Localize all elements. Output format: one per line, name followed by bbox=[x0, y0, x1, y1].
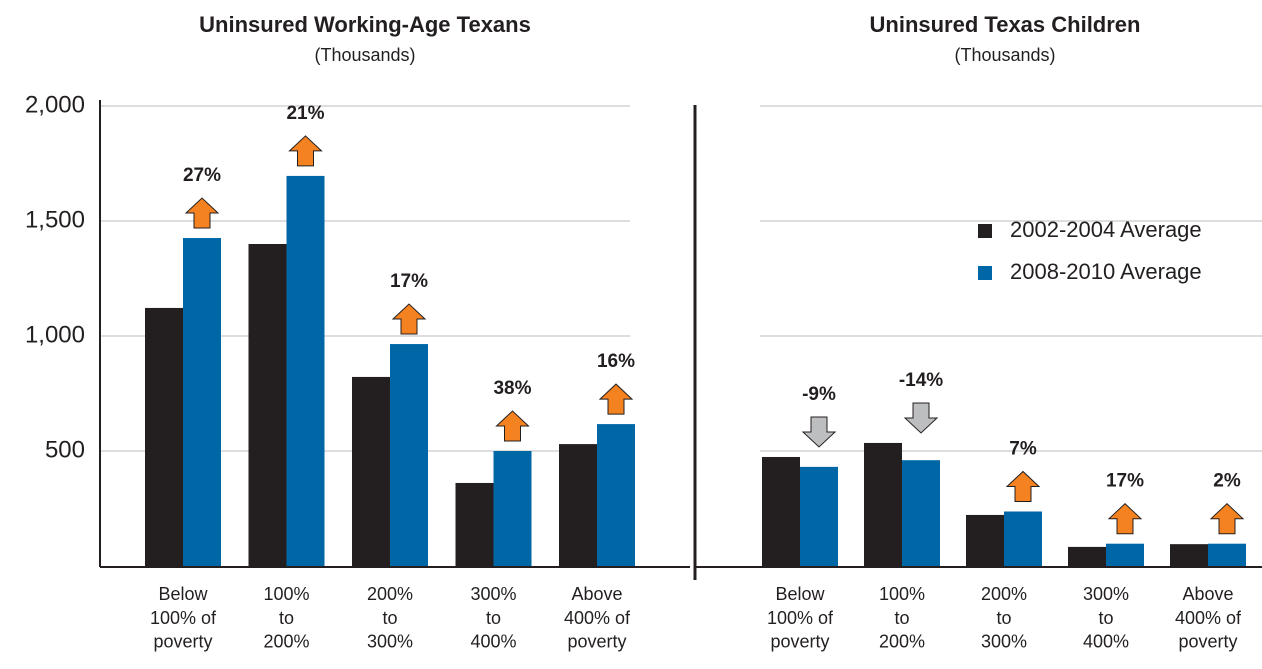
bar bbox=[1170, 544, 1208, 566]
down-arrow bbox=[801, 416, 837, 448]
chart-subtitle: (Thousands) bbox=[954, 45, 1055, 65]
chart-subtitle: (Thousands) bbox=[314, 45, 415, 65]
bar bbox=[966, 514, 1004, 566]
change-label: -14% bbox=[899, 370, 943, 391]
bar bbox=[1004, 511, 1042, 566]
change-label: 38% bbox=[493, 378, 531, 399]
y-tick-label: 2,000 bbox=[25, 91, 85, 118]
bar bbox=[145, 307, 183, 566]
x-tick-label: 100% to 200% bbox=[879, 584, 925, 652]
bar bbox=[352, 376, 390, 566]
bar bbox=[248, 244, 287, 566]
bar bbox=[455, 482, 494, 566]
up-arrow bbox=[1107, 503, 1143, 535]
bar bbox=[1068, 546, 1106, 566]
x-tick-label: Above 400% of poverty bbox=[1175, 584, 1242, 652]
chart-title: Uninsured Texas Children bbox=[870, 12, 1141, 37]
x-tick-label: Below 100% of poverty bbox=[767, 584, 834, 652]
x-tick-label: Below 100% of poverty bbox=[150, 584, 217, 652]
legend-swatch bbox=[978, 224, 992, 238]
x-tick-label: 300% to 400% bbox=[470, 584, 516, 652]
up-arrow bbox=[391, 303, 427, 335]
bar bbox=[559, 444, 597, 566]
x-tick-label: 100% to 200% bbox=[263, 584, 309, 652]
bar bbox=[800, 466, 838, 566]
bar bbox=[286, 175, 325, 567]
change-label: 16% bbox=[597, 351, 635, 372]
x-tick-label: 300% to 400% bbox=[1083, 584, 1129, 652]
bar bbox=[597, 424, 635, 566]
legend-swatch bbox=[978, 266, 992, 280]
bar bbox=[1106, 543, 1144, 566]
bar bbox=[902, 460, 940, 566]
x-tick-label: Above 400% of poverty bbox=[564, 584, 631, 652]
down-arrow bbox=[903, 402, 939, 434]
bar bbox=[493, 451, 532, 566]
y-tick-label: 1,000 bbox=[25, 321, 85, 348]
change-label: -9% bbox=[802, 384, 836, 405]
bar bbox=[762, 456, 800, 566]
up-arrow bbox=[1209, 503, 1245, 535]
bar bbox=[390, 344, 428, 566]
x-tick-label: 200% to 300% bbox=[981, 584, 1027, 652]
x-tick-label: 200% to 300% bbox=[367, 584, 413, 652]
up-arrow bbox=[495, 410, 530, 442]
change-label: 7% bbox=[1009, 439, 1037, 460]
change-label: 27% bbox=[183, 165, 221, 186]
chart-title: Uninsured Working-Age Texans bbox=[199, 12, 531, 37]
y-tick-label: 500 bbox=[45, 436, 85, 463]
up-arrow bbox=[1005, 470, 1041, 502]
bar bbox=[1208, 543, 1246, 566]
change-label: 17% bbox=[390, 271, 428, 292]
change-label: 2% bbox=[1213, 471, 1241, 492]
legend-label: 2002-2004 Average bbox=[1010, 217, 1202, 242]
up-arrow bbox=[598, 383, 634, 415]
legend-label: 2008-2010 Average bbox=[1010, 259, 1202, 284]
y-tick-label: 1,500 bbox=[25, 206, 85, 233]
bar bbox=[864, 442, 902, 566]
bar bbox=[183, 238, 221, 566]
change-label: 17% bbox=[1106, 471, 1144, 492]
change-label: 21% bbox=[286, 103, 324, 124]
up-arrow bbox=[184, 197, 220, 229]
up-arrow bbox=[288, 135, 323, 167]
